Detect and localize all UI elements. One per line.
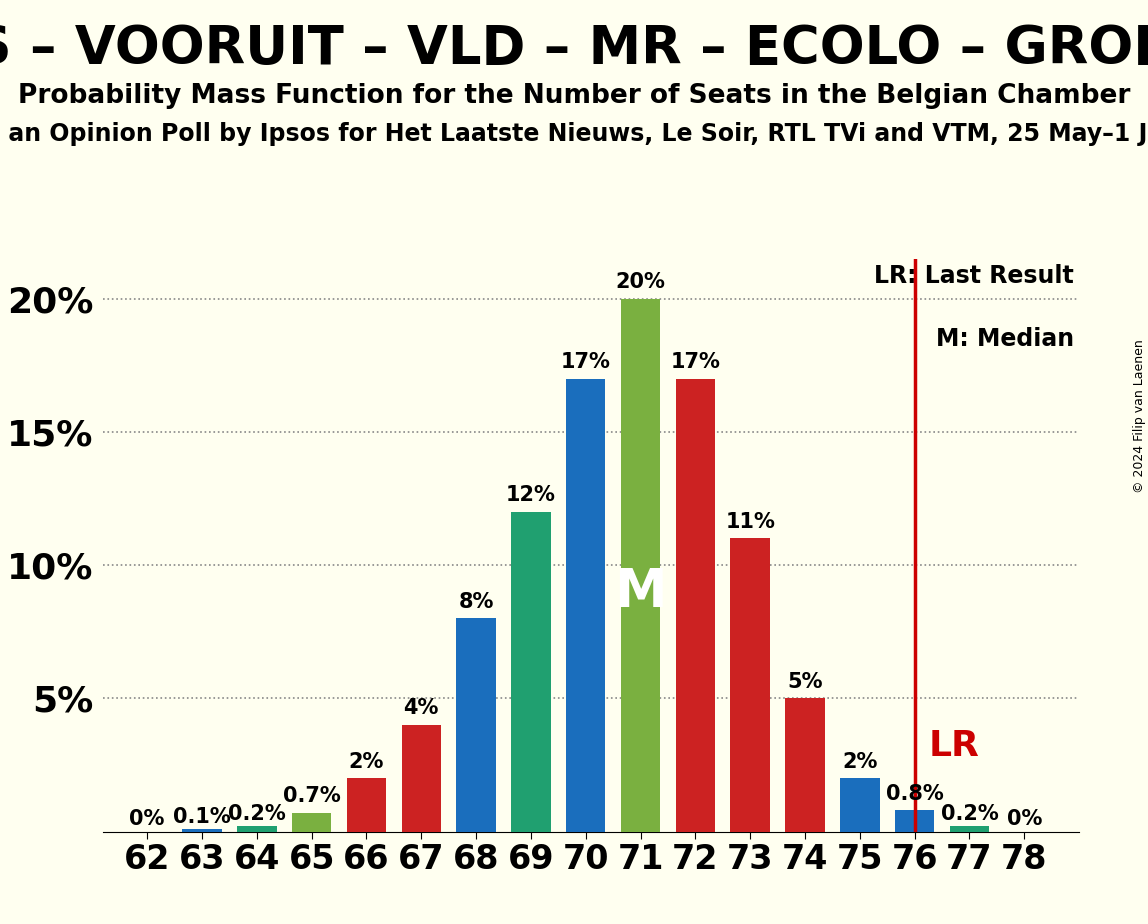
Bar [183,829,222,832]
Text: 17%: 17% [561,352,611,372]
Bar [511,512,551,832]
Text: LR: LR [929,729,979,763]
Text: 8%: 8% [458,591,494,612]
Text: 17%: 17% [670,352,720,372]
Text: © 2024 Filip van Laenen: © 2024 Filip van Laenen [1133,339,1146,492]
Text: 5%: 5% [788,672,823,692]
Bar [621,298,660,832]
Bar [949,826,990,832]
Text: 4%: 4% [404,699,439,718]
Bar [292,813,332,832]
Text: on an Opinion Poll by Ipsos for Het Laatste Nieuws, Le Soir, RTL TVi and VTM, 25: on an Opinion Poll by Ipsos for Het Laat… [0,122,1148,146]
Bar [785,699,824,832]
Bar [840,778,879,832]
Text: Probability Mass Function for the Number of Seats in the Belgian Chamber: Probability Mass Function for the Number… [18,83,1130,109]
Bar [676,379,715,832]
Text: M: Median: M: Median [936,327,1075,351]
Text: 0.7%: 0.7% [282,786,341,807]
Text: 0.2%: 0.2% [228,804,286,824]
Bar [895,810,934,832]
Bar [347,778,386,832]
Text: 0.1%: 0.1% [173,807,231,827]
Text: 0%: 0% [1007,809,1042,830]
Text: 11%: 11% [726,512,775,532]
Text: 0.2%: 0.2% [940,804,999,824]
Bar [402,725,441,832]
Bar [566,379,605,832]
Bar [238,826,277,832]
Text: 20%: 20% [615,272,666,292]
Text: M: M [614,565,667,618]
Text: PS – VOORUIT – VLD – MR – ECOLO – GROEN: PS – VOORUIT – VLD – MR – ECOLO – GROEN [0,23,1148,75]
Text: 0.8%: 0.8% [886,784,944,804]
Text: LR: Last Result: LR: Last Result [875,264,1075,288]
Text: 2%: 2% [843,751,877,772]
Text: 12%: 12% [506,485,556,505]
Text: 0%: 0% [130,809,165,830]
Bar [457,618,496,832]
Bar [730,539,770,832]
Text: 2%: 2% [349,751,385,772]
